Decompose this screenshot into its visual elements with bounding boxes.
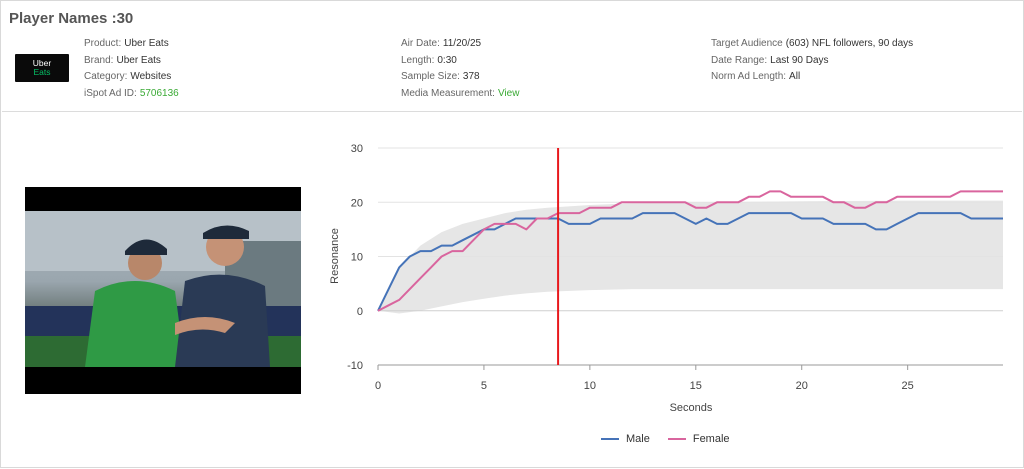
ad-id-label: iSpot Ad ID: (84, 87, 137, 99)
x-tick-label: 25 (902, 380, 914, 392)
x-tick-label: 20 (796, 380, 808, 392)
y-tick-label: -10 (347, 360, 363, 372)
legend-female-label: Female (692, 433, 730, 445)
y-tick-label: 20 (351, 197, 363, 209)
y-tick-label: 30 (351, 143, 363, 155)
legend-item-female[interactable]: Female (667, 433, 730, 445)
logo-line2: Eats (33, 67, 51, 77)
norm-ad-length-value: All (789, 71, 801, 82)
ad-video-thumbnail[interactable] (25, 187, 301, 394)
length-value: 0:30 (437, 54, 457, 66)
product-value: Uber Eats (124, 38, 169, 49)
legend-male-swatch (601, 438, 619, 440)
category-value: Websites (130, 71, 172, 82)
video-frame-illustration (25, 211, 301, 367)
legend-male-label: Male (626, 433, 650, 445)
brand-logo: Uber Eats (15, 54, 69, 82)
header-divider (2, 111, 1022, 112)
legend-item-male[interactable]: Male (601, 433, 650, 445)
x-tick-label: 5 (481, 380, 487, 392)
air-date-value: 11/20/25 (442, 38, 482, 49)
media-measurement-label: Media Measurement: (401, 87, 495, 99)
target-audience-label: Target Audience (711, 38, 783, 49)
norm-range-band (378, 200, 1003, 314)
y-tick-label: 10 (351, 252, 363, 264)
video-frame (25, 211, 301, 367)
brand-label: Brand: (84, 54, 114, 66)
date-range-value: Last 90 Days (770, 54, 829, 66)
page-title: Player Names :30 (9, 10, 134, 27)
ad-meta-column-1: Product: Uber Eats Brand: Uber Eats Catego… (84, 38, 179, 104)
target-audience-value: (603) NFL followers, 90 days (785, 38, 914, 49)
ad-id-link[interactable]: 5706136 (139, 87, 179, 99)
legend-female-swatch (667, 438, 686, 440)
x-tick-label: 0 (375, 380, 381, 392)
x-tick-label: 15 (690, 380, 702, 392)
series-line-female (377, 190, 1003, 312)
ad-meta-column-2: Air Date: 11/20/25 Length: 0:30 Sample Siz… (401, 38, 519, 104)
y-tick-label: 0 (357, 306, 363, 318)
ad-meta-column-3: Target Audience (603) NFL followers, 90 d… (711, 38, 913, 88)
product-label: Product: (84, 38, 122, 49)
y-axis-label: Resonance (329, 228, 341, 284)
x-axis-label: Seconds (670, 402, 713, 414)
category-label: Category: (84, 71, 128, 82)
logo-line1: Uber (32, 58, 52, 68)
length-label: Length: (401, 54, 435, 66)
x-tick-label: 10 (584, 380, 596, 392)
sample-size-value: 378 (462, 71, 480, 82)
media-measurement-view-link[interactable]: View (497, 87, 520, 99)
sample-size-label: Sample Size: (401, 71, 460, 82)
air-date-label: Air Date: (401, 38, 440, 49)
brand-value: Uber Eats (116, 54, 161, 66)
date-range-label: Date Range: (711, 54, 768, 66)
norm-ad-length-label: Norm Ad Length: (711, 71, 787, 82)
chart-legend: Male Female (601, 433, 730, 445)
